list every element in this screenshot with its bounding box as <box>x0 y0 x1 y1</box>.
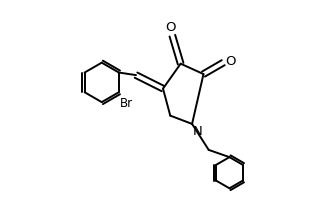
Text: O: O <box>165 21 175 34</box>
Text: Br: Br <box>120 97 133 110</box>
Text: O: O <box>225 55 236 68</box>
Text: N: N <box>193 125 203 138</box>
